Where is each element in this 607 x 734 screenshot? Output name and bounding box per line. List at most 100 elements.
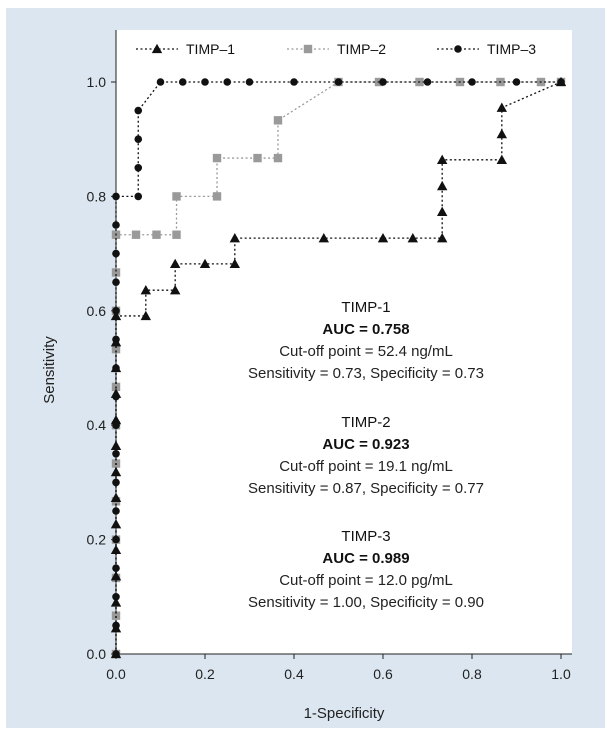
x-tick-label: 0.8	[462, 666, 482, 682]
series-3-point	[557, 78, 565, 86]
series-1-point	[140, 310, 152, 321]
x-tick-label: 0.4	[284, 666, 304, 682]
series-1-point	[110, 492, 122, 503]
series-2-point	[212, 192, 222, 201]
series-3-point	[245, 78, 254, 86]
annotation-title: TIMP-2	[341, 414, 390, 431]
series-3-point	[112, 278, 120, 287]
x-tick-label: 1.0	[551, 666, 571, 682]
legend-marker	[303, 44, 313, 54]
legend-item-3: TIMP–3	[437, 41, 536, 57]
series-3-point	[112, 450, 120, 458]
legend-label: TIMP–2	[337, 41, 386, 57]
series-1-point	[436, 206, 448, 217]
series-1-point	[229, 258, 241, 269]
x-tick-label: 0.6	[373, 666, 393, 682]
series-3-point	[201, 78, 209, 86]
annotation-cutoff: Cut-off point = 52.4 ng/mL	[279, 343, 453, 360]
series-1-point	[169, 285, 181, 295]
series-2-point	[212, 153, 222, 163]
series-1-point	[110, 597, 122, 607]
series-layer	[110, 76, 567, 659]
series-1-point	[110, 518, 122, 529]
y-tick-label: 1.0	[87, 74, 107, 90]
series-3-point	[112, 478, 120, 487]
series-2-point	[273, 116, 283, 125]
series-1-point	[436, 232, 448, 243]
legend-label: TIMP–3	[487, 41, 536, 57]
series-1-point	[199, 258, 211, 269]
legend: TIMP–1 TIMP–2 TIMP–3	[136, 41, 536, 57]
series-3-point	[112, 364, 120, 372]
x-tick-label: 0.2	[195, 666, 215, 682]
series-2-point	[172, 230, 181, 239]
y-tick-label: 0.2	[87, 532, 107, 548]
series-2-point	[273, 153, 283, 163]
series-3-point	[112, 249, 120, 258]
series-1-point	[496, 154, 508, 164]
series-3-point	[512, 78, 521, 86]
annotation-3: TIMP-3 AUC = 0.989 Cut-off point = 12.0 pg…	[248, 528, 484, 611]
annotation-sens-spec: Sensitivity = 0.73, Specificity = 0.73	[248, 365, 484, 382]
series-2-point	[111, 268, 121, 277]
series-3-point	[112, 621, 120, 630]
series-3-point	[112, 564, 120, 572]
series-3-point	[112, 392, 120, 401]
series-3-point	[178, 78, 187, 86]
series-1-point	[496, 128, 508, 139]
annotation-sens-spec: Sensitivity = 1.00, Specificity = 0.90	[248, 594, 484, 611]
series-3-line	[115, 81, 561, 654]
series-1-point	[436, 180, 448, 191]
series-1-point	[436, 154, 448, 164]
plot-area	[116, 30, 572, 654]
series-3-point	[112, 593, 120, 601]
series-2-point	[131, 230, 141, 239]
legend-item-2: TIMP–2	[287, 41, 386, 57]
tick-group: 0.0 0.2 0.4 0.6 0.8 1.0 0.0 0.2 0.4 0.6 0.8 1.0	[87, 74, 571, 682]
series-3-point	[112, 421, 120, 430]
series-3-point	[112, 335, 120, 344]
series-3-point	[134, 106, 143, 115]
series-1-point	[110, 466, 122, 477]
series-2-point	[172, 192, 181, 201]
annotation-block: TIMP-1 AUC = 0.758 Cut-off point = 52.4 ng…	[248, 299, 484, 611]
y-tick-label: 0.6	[87, 303, 107, 319]
series-1-point	[318, 232, 330, 243]
legend-marker	[454, 45, 462, 53]
series-3-point	[134, 135, 143, 143]
series-3-point	[423, 78, 432, 86]
series-3-point	[134, 192, 143, 201]
series-3-point	[112, 507, 120, 515]
series-1-point	[169, 258, 181, 269]
series-1-point	[229, 232, 241, 243]
series-3-point	[112, 535, 120, 544]
annotation-auc: AUC = 0.923	[322, 436, 409, 453]
series-1-point	[407, 232, 419, 243]
series-2-point	[111, 344, 121, 354]
series-2-point	[253, 153, 262, 163]
y-tick-label: 0.8	[87, 188, 107, 204]
series-3	[112, 78, 565, 658]
annotation-cutoff: Cut-off point = 19.1 ng/mL	[279, 458, 453, 475]
x-axis-label: 1-Specificity	[304, 705, 385, 722]
annotation-1: TIMP-1 AUC = 0.758 Cut-off point = 52.4 ng…	[248, 299, 484, 382]
annotation-auc: AUC = 0.758	[322, 321, 409, 338]
annotation-sens-spec: Sensitivity = 0.87, Specificity = 0.77	[248, 480, 484, 497]
series-3-point	[112, 307, 120, 315]
series-3-point	[156, 78, 165, 86]
series-2-point	[152, 230, 161, 239]
series-1-point	[496, 102, 508, 112]
annotation-auc: AUC = 0.989	[322, 550, 409, 567]
x-tick-label: 0.0	[106, 666, 126, 682]
series-3-point	[334, 78, 343, 86]
series-2-point	[111, 611, 121, 620]
annotation-title: TIMP-3	[341, 528, 390, 545]
series-3-point	[223, 78, 232, 86]
series-3-point	[112, 221, 120, 229]
series-3-point	[290, 78, 298, 86]
series-1-point	[377, 232, 389, 243]
series-3-point	[112, 650, 120, 658]
annotation-title: TIMP-1	[341, 299, 390, 316]
y-tick-label: 0.0	[87, 646, 107, 662]
